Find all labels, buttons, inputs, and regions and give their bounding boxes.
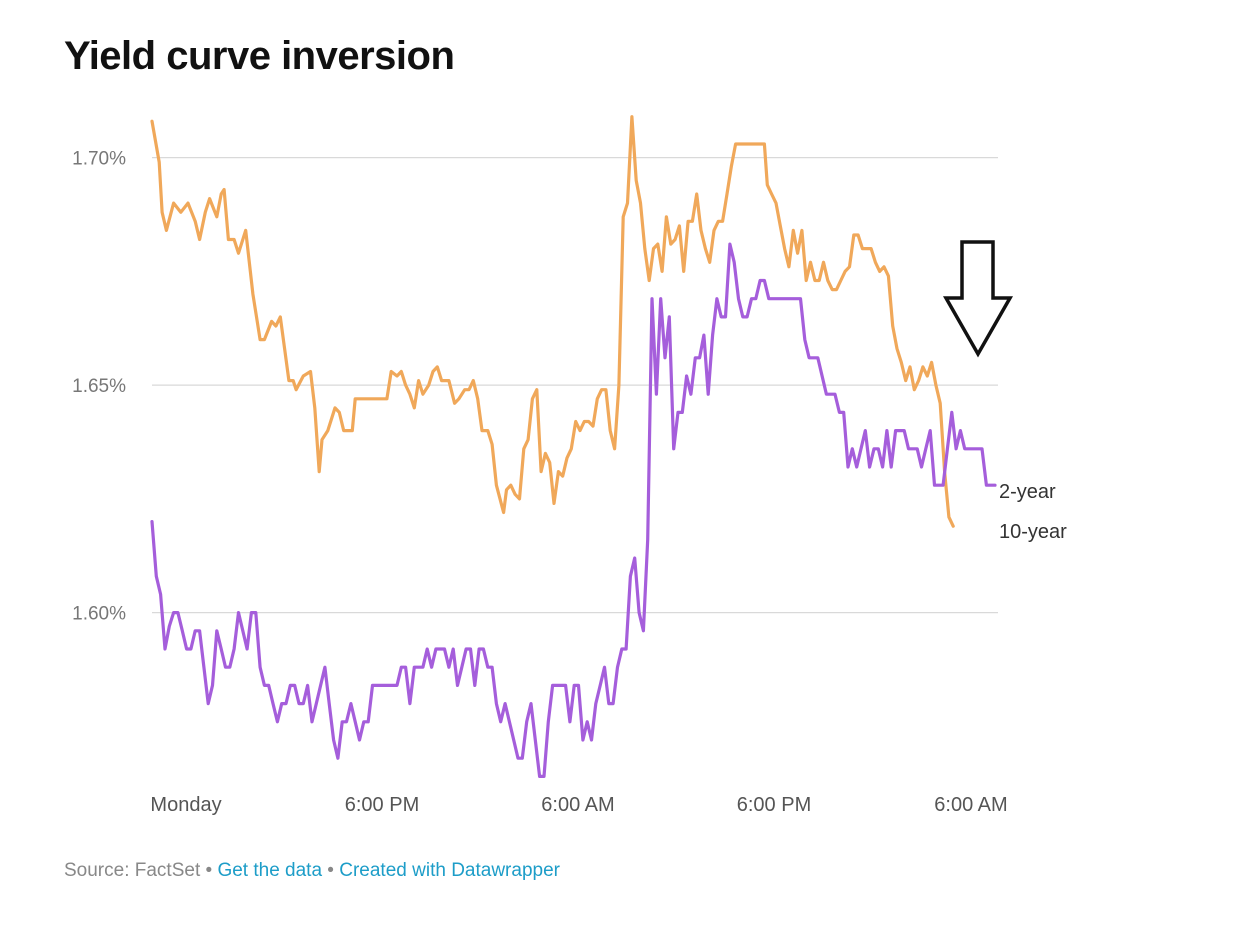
series-line-10-year xyxy=(150,115,955,528)
datawrapper-link[interactable]: Created with Datawrapper xyxy=(339,860,560,881)
y-axis-tick-labels: 1.70% 1.65% 1.60% xyxy=(72,149,126,625)
series-label-10-year: 10-year xyxy=(999,521,1067,543)
y-tick-label: 1.65% xyxy=(72,376,126,397)
chart-title: Yield curve inversion xyxy=(64,34,455,78)
footer-separator: • xyxy=(200,860,218,881)
series-line-2-year xyxy=(150,242,997,778)
get-the-data-link[interactable]: Get the data xyxy=(217,860,323,881)
series-labels: 10-year 2-year xyxy=(999,481,1067,543)
x-axis-tick-labels: Monday 6:00 PM 6:00 AM 6:00 PM 6:00 AM xyxy=(150,794,1007,816)
footer-separator: • xyxy=(322,860,340,881)
x-tick-label: 6:00 AM xyxy=(934,794,1007,816)
down-arrow-icon xyxy=(942,240,1014,358)
line-chart: 1.70% 1.65% 1.60% Monday 6:00 PM 6:00 AM 6:00… xyxy=(72,115,1067,816)
y-tick-label: 1.70% xyxy=(72,149,126,170)
x-tick-label: 6:00 PM xyxy=(737,794,811,816)
y-tick-label: 1.60% xyxy=(72,604,126,625)
series-lines xyxy=(150,115,997,778)
x-tick-label: Monday xyxy=(150,794,221,816)
x-tick-label: 6:00 AM xyxy=(541,794,614,816)
series-label-2-year: 2-year xyxy=(999,481,1056,503)
x-tick-label: 6:00 PM xyxy=(345,794,419,816)
chart-footer: Source: FactSet • Get the data • Created… xyxy=(64,860,560,882)
gridlines xyxy=(152,156,998,614)
source-note: Source: FactSet xyxy=(64,860,201,881)
